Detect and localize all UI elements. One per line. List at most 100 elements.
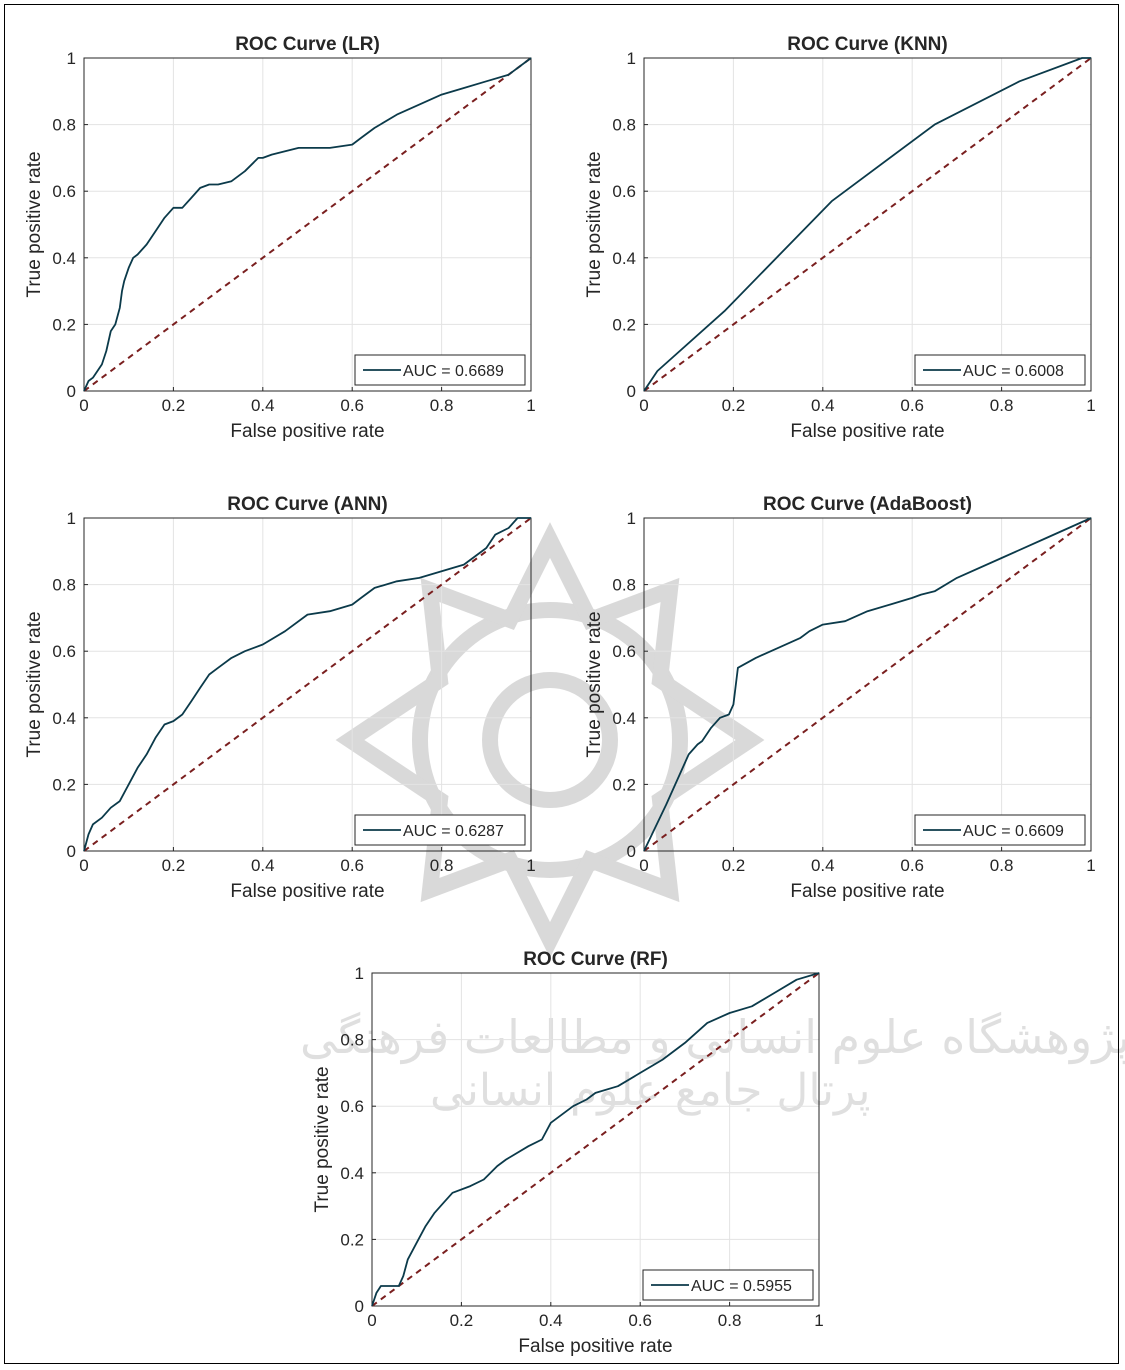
figure-frame xyxy=(4,4,1119,1364)
x-tick-label: 1 xyxy=(1086,856,1095,875)
x-tick-label: 0 xyxy=(639,856,648,875)
chart-rf: 0 0.2 0.4 0.6 0.8 1 0 0.2 0.4 0.6 0.8 1 ROC Curve (R… xyxy=(312,949,824,1357)
legend-label: AUC = 0.6008 xyxy=(963,363,1064,380)
x-tick-label: 0.8 xyxy=(990,856,1014,875)
y-tick-label: 0.4 xyxy=(52,249,76,268)
y-tick-label: 0.4 xyxy=(612,709,636,728)
roc-curve-line xyxy=(371,972,820,1307)
roc-curve-line xyxy=(83,517,531,852)
x-tick-label: 0.2 xyxy=(722,856,746,875)
x-axis-label: False positive rate xyxy=(230,421,384,442)
y-tick-label: 0.6 xyxy=(52,642,76,661)
y-tick-label: 0.6 xyxy=(340,1097,364,1116)
y-tick-label: 0.6 xyxy=(612,642,636,661)
legend-label: AUC = 0.6609 xyxy=(963,823,1064,840)
y-axis-label: True positive rate xyxy=(584,611,605,757)
watermark-text-line1: پژوهشگاه علوم انسانی و مطالعات فرهنگی xyxy=(300,1010,1125,1064)
y-tick-label: 0.6 xyxy=(52,182,76,201)
x-tick-label: 0.4 xyxy=(539,1311,563,1330)
x-tick-label: 0.2 xyxy=(162,396,186,415)
y-tick-label: 0 xyxy=(627,842,636,861)
x-tick-label: 1 xyxy=(526,856,535,875)
x-tick-label: 0.4 xyxy=(811,856,835,875)
x-tick-label: 0.8 xyxy=(990,396,1014,415)
x-axis-label: False positive rate xyxy=(518,1336,672,1357)
x-axis-label: False positive rate xyxy=(790,881,944,902)
y-tick-label: 0.4 xyxy=(340,1164,364,1183)
y-tick-label: 0.2 xyxy=(612,775,636,794)
chart-title: ROC Curve (RF) xyxy=(523,949,668,970)
y-tick-label: 0.8 xyxy=(52,576,76,595)
chart-ann: 0 0.2 0.4 0.6 0.8 1 0 0.2 0.4 0.6 0.8 1 ROC Curve (A… xyxy=(24,494,536,902)
y-tick-label: 0.4 xyxy=(612,249,636,268)
plot-area-border xyxy=(83,57,532,392)
chart-adaboost: 0 0.2 0.4 0.6 0.8 1 0 0.2 0.4 0.6 0.8 1 ROC Curve (A… xyxy=(584,494,1096,902)
x-tick-label: 0.6 xyxy=(900,396,924,415)
x-tick-label: 0 xyxy=(79,396,88,415)
y-axis-label: True positive rate xyxy=(584,151,605,297)
x-tick-label: 1 xyxy=(814,1311,823,1330)
y-tick-label: 0.2 xyxy=(612,315,636,334)
x-tick-label: 0.8 xyxy=(430,856,454,875)
y-tick-label: 0.4 xyxy=(52,709,76,728)
y-tick-label: 0.8 xyxy=(612,116,636,135)
x-axis-label: False positive rate xyxy=(790,421,944,442)
y-tick-label: 0 xyxy=(627,382,636,401)
roc-curve-line xyxy=(643,517,1092,852)
y-axis-label: True positive rate xyxy=(24,151,45,297)
chart-lr: 0 0.2 0.4 0.6 0.8 1 0 0.2 0.4 0.6 0.8 1 ROC Curve (L… xyxy=(24,34,536,442)
y-tick-label: 1 xyxy=(67,509,76,528)
x-tick-label: 0.2 xyxy=(722,396,746,415)
plot-area-border xyxy=(371,972,820,1307)
plot-area-border xyxy=(83,517,532,852)
y-axis-label: True positive rate xyxy=(312,1066,333,1212)
x-tick-label: 1 xyxy=(526,396,535,415)
x-tick-label: 0.4 xyxy=(251,856,275,875)
x-tick-label: 0.8 xyxy=(718,1311,742,1330)
reference-diagonal-line xyxy=(83,517,532,852)
watermark-text-line2: پرتال جامع علوم انسانی xyxy=(430,1065,871,1116)
legend-label: AUC = 0.5955 xyxy=(691,1278,792,1295)
y-tick-label: 1 xyxy=(627,49,636,68)
y-tick-label: 0.8 xyxy=(340,1031,364,1050)
reference-diagonal-line xyxy=(643,517,1092,852)
x-tick-label: 0 xyxy=(79,856,88,875)
x-tick-label: 0.6 xyxy=(628,1311,652,1330)
plot-area-border xyxy=(643,57,1092,392)
reference-diagonal-line xyxy=(371,972,820,1307)
x-tick-label: 0.6 xyxy=(340,856,364,875)
y-tick-label: 1 xyxy=(627,509,636,528)
x-tick-label: 0.4 xyxy=(251,396,275,415)
legend-label: AUC = 0.6287 xyxy=(403,823,504,840)
y-tick-label: 1 xyxy=(355,964,364,983)
y-tick-label: 1 xyxy=(67,49,76,68)
y-axis-label: True positive rate xyxy=(24,611,45,757)
roc-curve-line xyxy=(643,57,1091,392)
x-tick-label: 0 xyxy=(367,1311,376,1330)
x-tick-label: 0.8 xyxy=(430,396,454,415)
x-axis-label: False positive rate xyxy=(230,881,384,902)
chart-title: ROC Curve (AdaBoost) xyxy=(763,494,972,515)
chart-knn: 0 0.2 0.4 0.6 0.8 1 0 0.2 0.4 0.6 0.8 1 ROC Curve (K… xyxy=(584,34,1096,442)
y-tick-label: 0 xyxy=(67,842,76,861)
reference-diagonal-line xyxy=(643,57,1092,392)
y-tick-label: 0.8 xyxy=(612,576,636,595)
y-tick-label: 0 xyxy=(67,382,76,401)
y-tick-label: 0.6 xyxy=(612,182,636,201)
x-tick-label: 0.6 xyxy=(340,396,364,415)
reference-diagonal-line xyxy=(83,57,532,392)
y-tick-label: 0 xyxy=(355,1297,364,1316)
chart-title: ROC Curve (LR) xyxy=(235,34,380,55)
chart-title: ROC Curve (KNN) xyxy=(787,34,947,55)
plot-area-border xyxy=(643,517,1092,852)
y-tick-label: 0.2 xyxy=(52,775,76,794)
y-tick-label: 0.2 xyxy=(340,1230,364,1249)
roc-curve-line xyxy=(83,57,532,392)
chart-title: ROC Curve (ANN) xyxy=(227,494,387,515)
x-tick-label: 0.6 xyxy=(900,856,924,875)
x-tick-label: 0 xyxy=(639,396,648,415)
x-tick-label: 0.2 xyxy=(162,856,186,875)
x-tick-label: 0.2 xyxy=(450,1311,474,1330)
legend-label: AUC = 0.6689 xyxy=(403,363,504,380)
y-tick-label: 0.2 xyxy=(52,315,76,334)
